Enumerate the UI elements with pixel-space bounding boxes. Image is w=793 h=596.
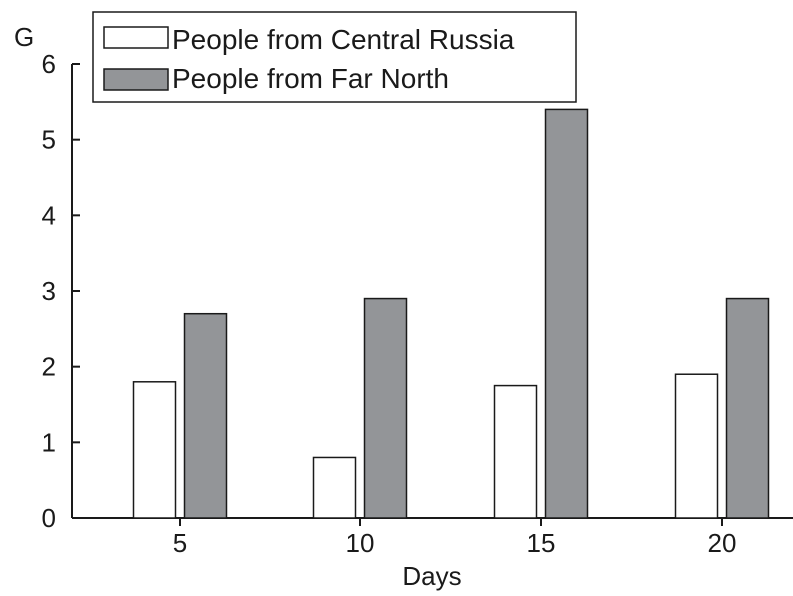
x-tick-label: 15 — [527, 528, 556, 558]
legend: People from Central Russia People from F… — [92, 11, 577, 103]
y-tick-label: 3 — [42, 276, 56, 306]
bars — [132, 108, 770, 519]
legend-box — [92, 11, 577, 103]
legend-label-central-russia: People from Central Russia — [172, 24, 515, 55]
x-axis-label: Days — [402, 561, 461, 591]
legend-swatch-central-russia — [103, 26, 169, 49]
bar-central-russia-day-20 — [674, 373, 719, 519]
legend-swatch-far-north — [103, 68, 169, 91]
x-tick-label: 20 — [708, 528, 737, 558]
bar-central-russia-day-10 — [312, 456, 357, 519]
bar-far-north-day-15 — [544, 108, 589, 519]
y-tick-label: 4 — [42, 200, 56, 230]
y-axis-label: G — [14, 22, 34, 52]
y-ticks: 0 1 2 3 4 5 6 — [42, 49, 80, 533]
legend-label-far-north: People from Far North — [172, 63, 449, 94]
y-tick-label: 0 — [42, 503, 56, 533]
y-tick-label: 5 — [42, 125, 56, 155]
bar-far-north-day-20 — [725, 297, 770, 519]
bar-far-north-day-5 — [183, 312, 228, 519]
y-tick-label: 1 — [42, 427, 56, 457]
x-tick-label: 10 — [346, 528, 375, 558]
y-tick-label: 2 — [42, 352, 56, 382]
bar-far-north-day-10 — [363, 297, 408, 519]
bar-central-russia-day-5 — [132, 381, 177, 519]
x-ticks: 5 10 15 20 — [173, 518, 737, 558]
x-tick-label: 5 — [173, 528, 187, 558]
y-tick-label: 6 — [42, 49, 56, 79]
bar-central-russia-day-15 — [493, 384, 538, 519]
